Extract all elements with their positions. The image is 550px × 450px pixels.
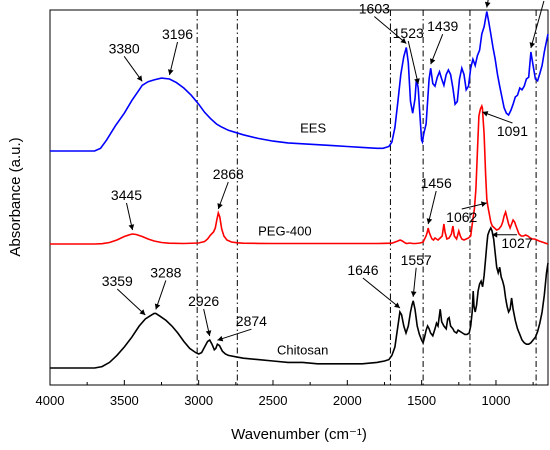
peak-label: 1603 (359, 1, 390, 17)
x-tick-label: 1000 (482, 393, 511, 408)
peak-label: 3445 (111, 187, 142, 203)
x-axis-label: Wavenumber (cm⁻¹) (231, 426, 367, 443)
series-line-ees (50, 11, 549, 152)
peak-arrow-head (414, 78, 420, 84)
x-tick-label: 2000 (333, 393, 362, 408)
peak-arrow-shaft (530, 0, 545, 49)
peak-label: 2874 (236, 313, 267, 329)
series-line-peg-400 (50, 103, 549, 245)
peak-arrow-shaft (427, 190, 437, 225)
peak-label: 1091 (497, 123, 528, 139)
y-axis-label: Absorbance (a.u.) (7, 137, 24, 256)
peak-label: 3288 (150, 264, 181, 280)
peak-arrow-head (426, 218, 433, 224)
peak-label: 1523 (393, 25, 424, 41)
series-label: PEG-400 (258, 224, 311, 239)
peak-label: 3380 (109, 40, 140, 56)
x-tick-label: 3000 (184, 393, 213, 408)
peak-label: 2868 (213, 166, 244, 182)
peak-label: 1439 (427, 18, 458, 34)
peak-arrow-head (217, 203, 223, 209)
peak-arrow-head (491, 231, 498, 238)
peak-arrow-head (529, 42, 536, 48)
peak-arrow-shaft (362, 277, 401, 309)
peak-arrow-head (429, 58, 436, 65)
peak-arrow-head (167, 69, 174, 75)
peak-label: 1062 (446, 209, 477, 225)
series-label: EES (300, 120, 326, 135)
peak-arrow-shaft (169, 41, 179, 76)
peak-arrow-head (128, 224, 135, 230)
plot-frame (49, 9, 549, 386)
peak-arrow-head (154, 303, 161, 310)
peak-arrow-head (136, 75, 143, 82)
x-tick-label: 2500 (259, 393, 288, 408)
x-axis-ticks: 4000 3500 3000 2500 2000 1500 1000 (36, 380, 534, 408)
series-layer (50, 11, 549, 369)
peak-label: 765 (532, 0, 550, 1)
reference-lines (196, 10, 537, 385)
x-tick-label: 1500 (407, 393, 436, 408)
peak-arrow-head (217, 335, 224, 342)
x-tick-label: 4000 (36, 393, 65, 408)
peak-arrow-shaft (407, 40, 419, 85)
peak-arrow-shaft (430, 34, 444, 65)
peak-label: 1557 (401, 252, 432, 268)
peak-arrow-head (139, 309, 146, 315)
peak-arrow-head (400, 37, 407, 44)
peak-arrow-head (482, 111, 489, 117)
peak-label: 1456 (421, 175, 452, 191)
peak-arrow-head (480, 201, 487, 208)
series-label: Chitosan (277, 342, 328, 357)
peak-arrow-head (394, 302, 400, 308)
peak-arrow-head (205, 330, 212, 336)
x-tick-label: 3500 (110, 393, 139, 408)
series-line-chitosan (50, 226, 549, 369)
peak-label: 3359 (102, 273, 133, 289)
peak-arrow-shaft (116, 288, 146, 316)
peak-arrow-head (410, 291, 417, 297)
peak-label: 1646 (347, 262, 378, 278)
peak-label: 2926 (188, 293, 219, 309)
peak-label: 1027 (501, 235, 532, 251)
peak-arrow-shaft (374, 16, 407, 44)
peak-arrow-shaft (217, 328, 252, 341)
peak-arrow-head (484, 1, 491, 8)
peak-arrows (116, 0, 545, 342)
peak-label: 3196 (162, 26, 193, 42)
peak-arrow-shaft (482, 111, 513, 124)
